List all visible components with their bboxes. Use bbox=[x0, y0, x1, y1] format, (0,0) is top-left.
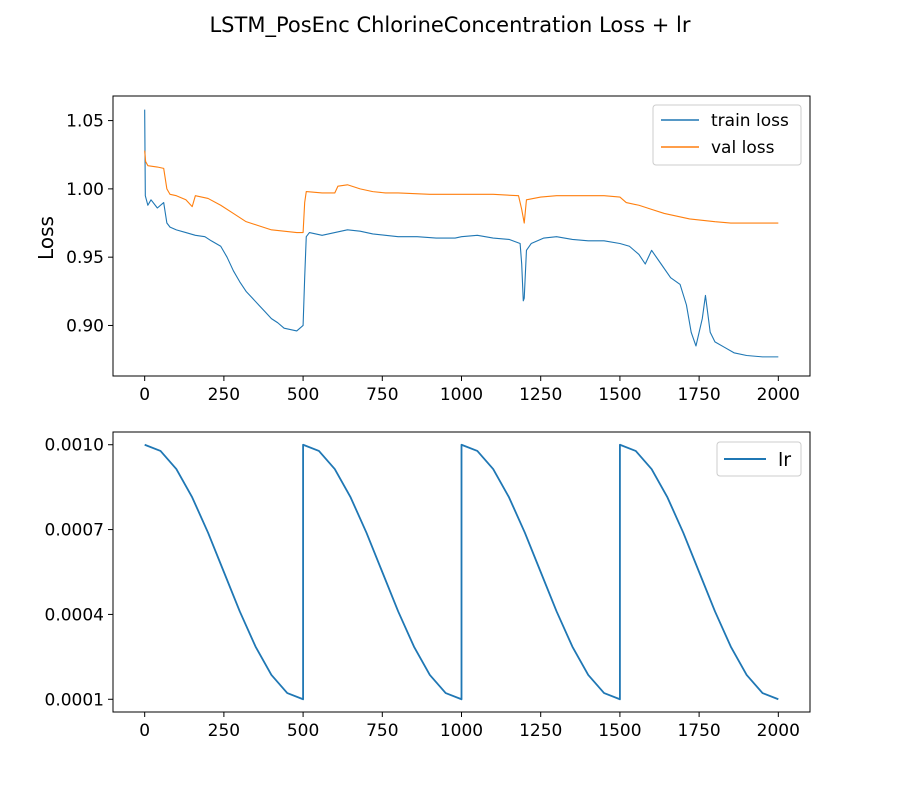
lr-legend: lr bbox=[716, 441, 802, 477]
lr-y-tick-label: 0.0001 bbox=[45, 690, 104, 710]
lr-x-tick-label: 0 bbox=[139, 721, 150, 741]
loss-y-tick-label: 0.95 bbox=[66, 248, 104, 268]
loss-x-tick-label: 250 bbox=[208, 385, 240, 405]
loss-x-tick-label: 750 bbox=[366, 385, 398, 405]
loss-x-tick-label: 0 bbox=[139, 385, 150, 405]
loss-y-axis-label: Loss bbox=[34, 216, 58, 260]
lr-x-tick-label: 1500 bbox=[598, 721, 641, 741]
loss-x-ticks: 0 250 500 750 1000 1250 1500 1750 2000 bbox=[139, 376, 800, 405]
lr-y-tick-label: 0.0007 bbox=[45, 521, 104, 541]
lr-series bbox=[144, 443, 779, 701]
lr-panel: 0 250 500 750 1000 1250 1500 1750 2000 0.00010.0… bbox=[45, 431, 811, 741]
loss-y-tick-label: 1.00 bbox=[66, 180, 104, 200]
lr-x-tick-label: 1750 bbox=[677, 721, 720, 741]
lr-x-tick-label: 500 bbox=[287, 721, 319, 741]
loss-y-tick-label: 1.05 bbox=[66, 112, 104, 132]
lr-x-tick-label: 2000 bbox=[757, 721, 800, 741]
loss-panel: 0 250 500 750 1000 1250 1500 1750 2000 0.90 0.95 1… bbox=[34, 95, 811, 405]
figure-title: LSTM_PosEnc ChlorineConcentration Loss +… bbox=[209, 13, 690, 38]
legend-label-train-loss: train loss bbox=[711, 111, 789, 131]
loss-series bbox=[144, 109, 779, 358]
series-line-val-loss bbox=[144, 150, 779, 234]
lr-y-ticks: 0.0001 0.0004 0.0007 0.0010 bbox=[45, 436, 113, 710]
legend-label-lr: lr bbox=[778, 449, 791, 471]
legend-label-val-loss: val loss bbox=[711, 138, 775, 158]
loss-x-tick-label: 1250 bbox=[519, 385, 562, 405]
loss-x-tick-label: 2000 bbox=[757, 385, 800, 405]
loss-legend: train loss val loss bbox=[652, 104, 802, 166]
series-line-lr bbox=[144, 443, 779, 701]
lr-x-tick-label: 1000 bbox=[440, 721, 483, 741]
loss-x-tick-label: 1000 bbox=[440, 385, 483, 405]
lr-x-tick-label: 250 bbox=[208, 721, 240, 741]
loss-x-tick-label: 500 bbox=[287, 385, 319, 405]
loss-x-tick-label: 1750 bbox=[677, 385, 720, 405]
lr-y-tick-label: 0.0004 bbox=[45, 605, 104, 625]
loss-y-ticks: 0.90 0.95 1.00 1.05 bbox=[66, 112, 113, 336]
loss-x-tick-label: 1500 bbox=[598, 385, 641, 405]
series-line-train-loss bbox=[144, 109, 779, 358]
lr-x-ticks: 0 250 500 750 1000 1250 1500 1750 2000 bbox=[139, 712, 800, 741]
lr-x-tick-label: 1250 bbox=[519, 721, 562, 741]
loss-y-tick-label: 0.90 bbox=[66, 316, 104, 336]
lr-x-tick-label: 750 bbox=[366, 721, 398, 741]
lr-y-tick-label: 0.0010 bbox=[45, 436, 104, 456]
